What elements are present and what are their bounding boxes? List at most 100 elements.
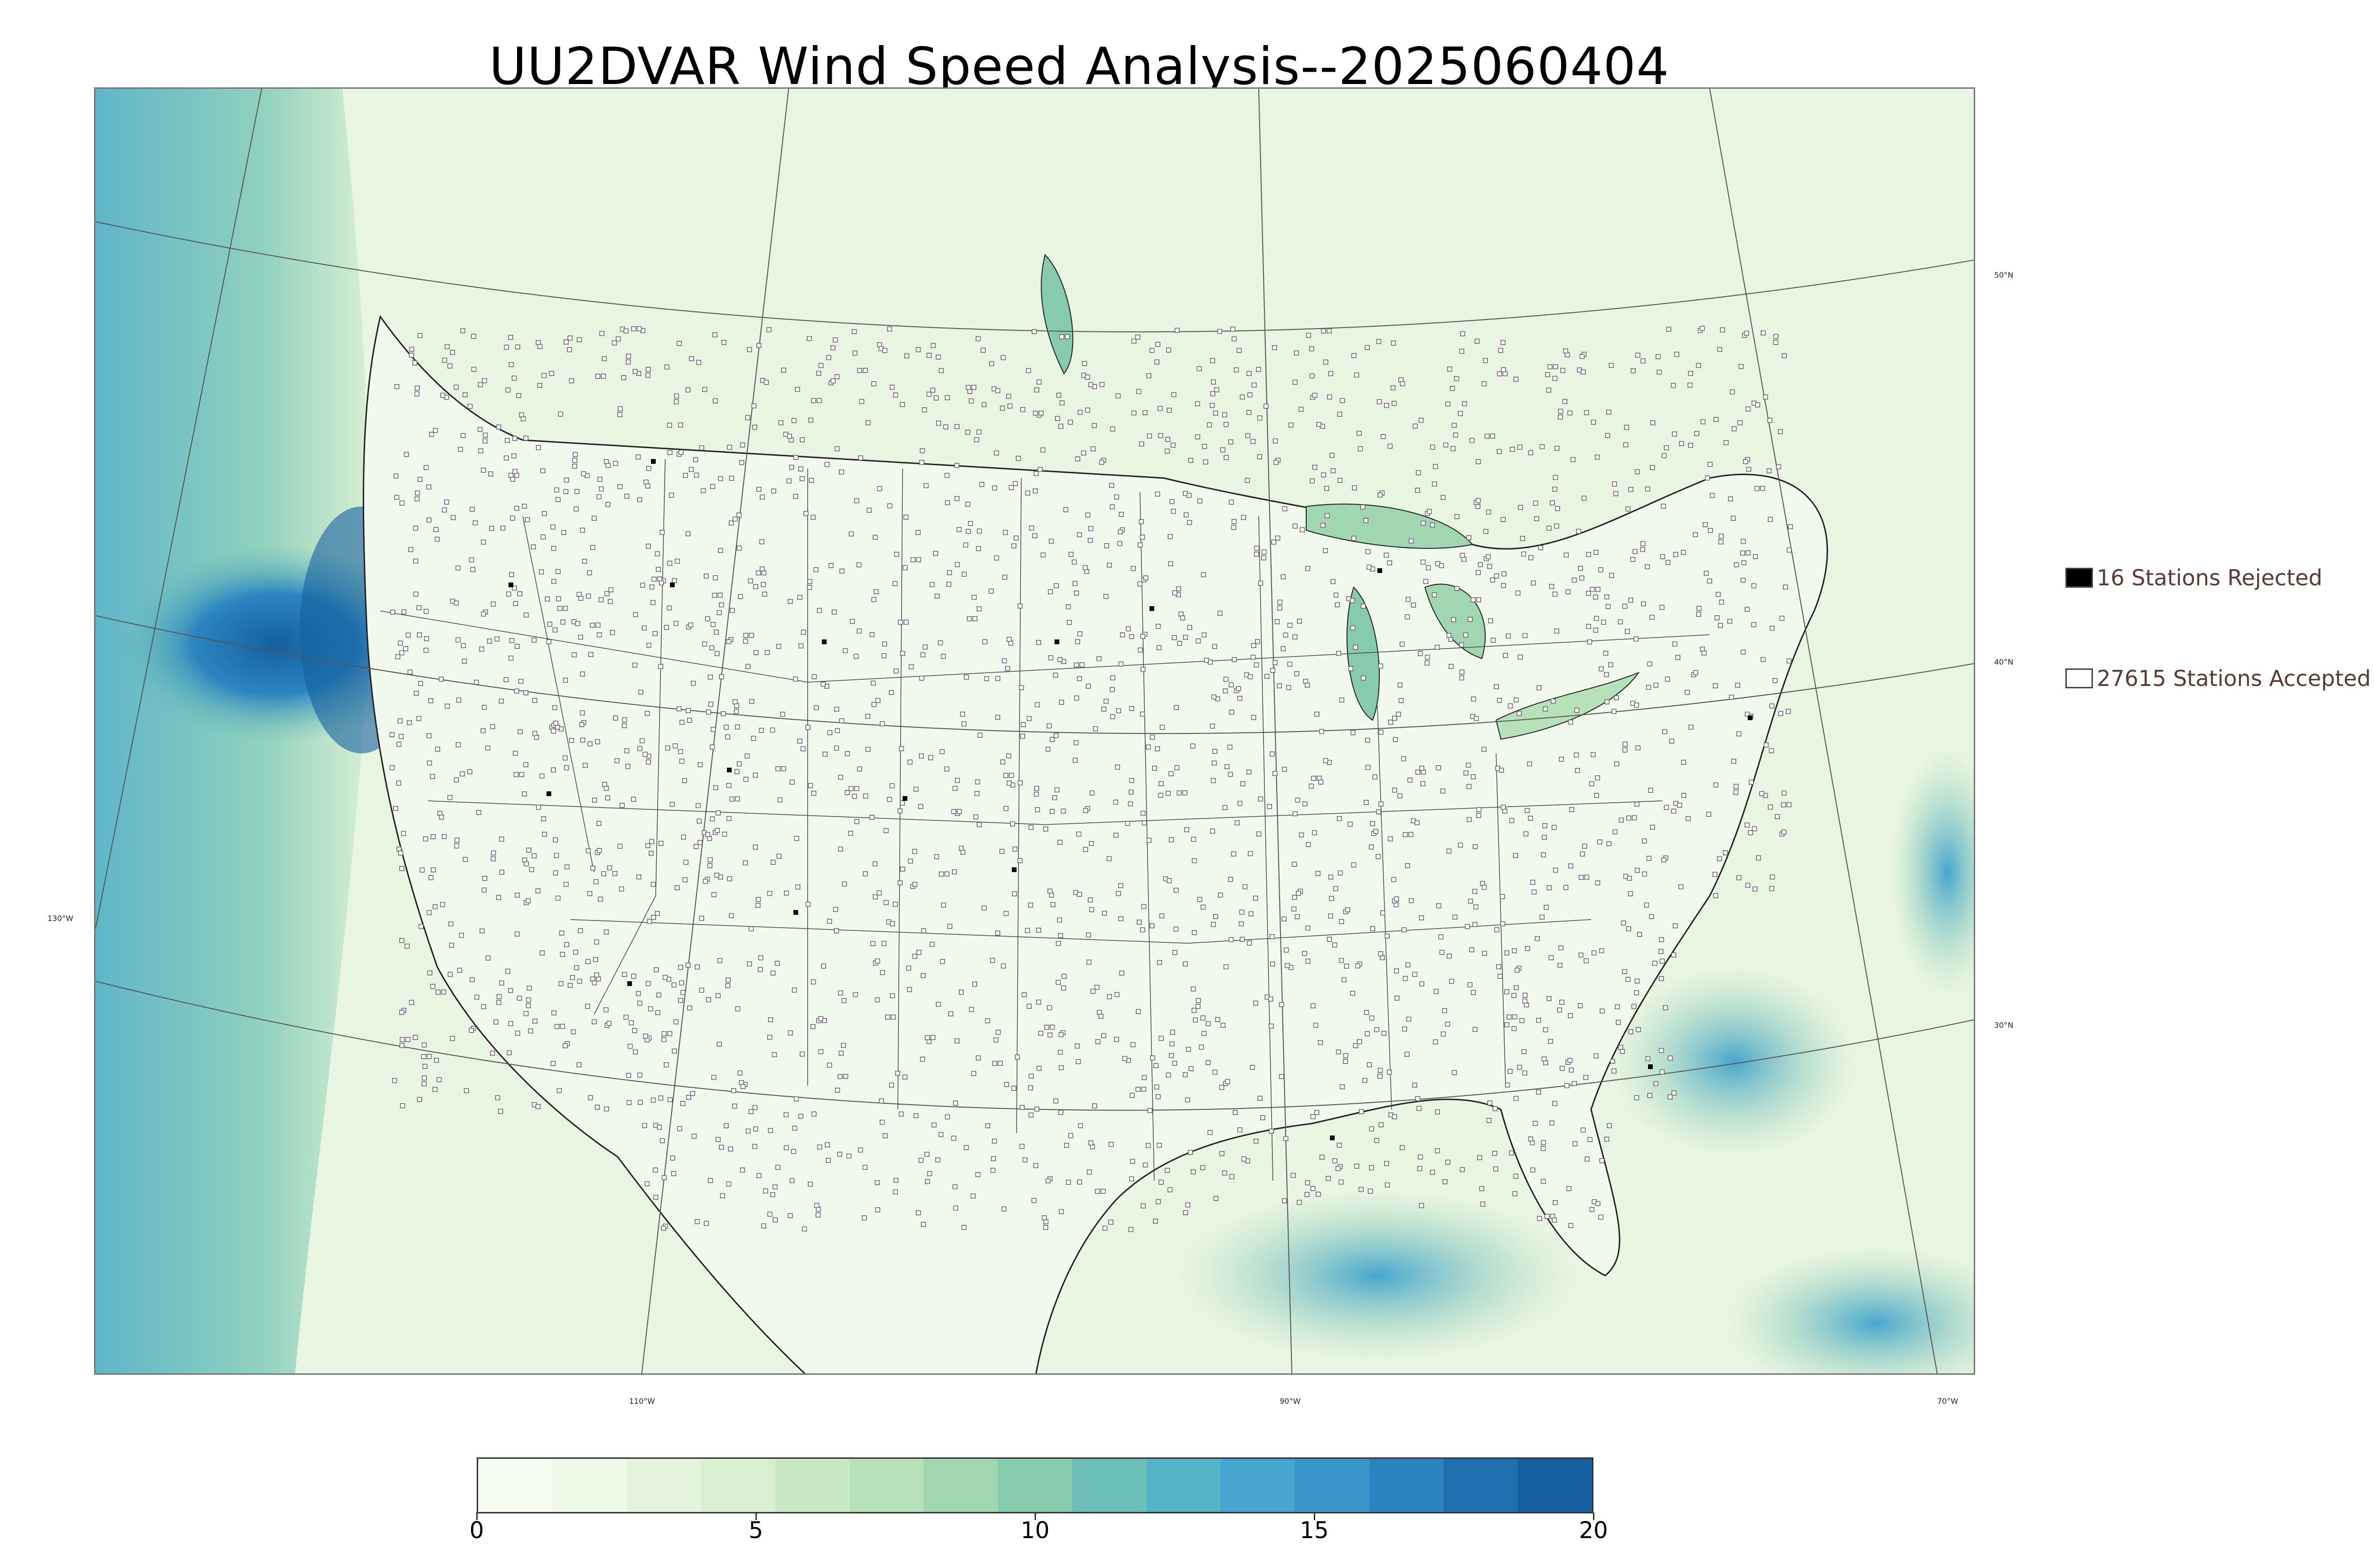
station-accepted-marker xyxy=(496,994,502,999)
station-accepted-marker xyxy=(1589,1207,1595,1212)
station-accepted-marker xyxy=(995,388,1000,394)
station-accepted-marker xyxy=(673,1019,678,1024)
station-accepted-marker xyxy=(564,765,569,770)
station-accepted-marker xyxy=(830,378,836,384)
station-accepted-marker xyxy=(590,545,595,550)
station-accepted-marker xyxy=(857,766,862,772)
station-markers xyxy=(389,326,1793,1232)
station-accepted-marker xyxy=(1177,790,1182,796)
station-accepted-marker xyxy=(605,463,611,468)
station-accepted-marker xyxy=(1153,1219,1158,1224)
station-accepted-marker xyxy=(870,941,876,947)
station-accepted-marker xyxy=(1234,820,1240,826)
station-accepted-marker xyxy=(1048,655,1054,660)
station-accepted-marker xyxy=(822,751,828,757)
station-accepted-marker xyxy=(1760,486,1765,491)
station-accepted-marker xyxy=(1173,926,1179,932)
station-accepted-marker xyxy=(960,849,966,855)
station-accepted-marker xyxy=(944,473,950,478)
station-accepted-marker xyxy=(1563,348,1568,354)
station-accepted-marker xyxy=(1557,1007,1562,1013)
station-accepted-marker xyxy=(898,620,903,625)
station-accepted-marker xyxy=(1426,565,1431,571)
station-accepted-marker xyxy=(1329,896,1334,901)
station-accepted-marker xyxy=(1172,1061,1178,1066)
station-accepted-marker xyxy=(805,724,810,730)
station-accepted-marker xyxy=(862,1164,868,1170)
station-accepted-marker xyxy=(1299,832,1304,838)
station-accepted-marker xyxy=(1281,916,1287,922)
station-accepted-marker xyxy=(1626,926,1631,931)
station-accepted-marker xyxy=(994,555,999,561)
station-accepted-marker xyxy=(580,737,585,743)
station-accepted-marker xyxy=(1043,1225,1048,1230)
station-accepted-marker xyxy=(636,991,641,996)
station-accepted-marker xyxy=(593,879,599,884)
station-accepted-marker xyxy=(1506,633,1511,638)
station-accepted-marker xyxy=(1401,756,1406,761)
station-accepted-marker xyxy=(1671,808,1677,814)
station-accepted-marker xyxy=(1222,1170,1227,1176)
station-accepted-marker xyxy=(1140,667,1146,672)
station-accepted-marker xyxy=(1555,506,1560,511)
station-accepted-marker xyxy=(1130,1159,1135,1164)
station-accepted-marker xyxy=(390,610,396,615)
station-accepted-marker xyxy=(920,448,925,453)
station-accepted-marker xyxy=(947,924,952,929)
station-accepted-marker xyxy=(1688,442,1693,448)
station-accepted-marker xyxy=(908,664,914,669)
station-accepted-marker xyxy=(531,853,537,859)
station-accepted-marker xyxy=(1647,1093,1652,1098)
station-accepted-marker xyxy=(439,676,444,682)
station-accepted-marker xyxy=(1282,1198,1287,1203)
station-accepted-marker xyxy=(1490,638,1496,643)
station-accepted-marker xyxy=(1500,805,1506,810)
station-accepted-marker xyxy=(665,745,670,751)
station-accepted-marker xyxy=(1157,1143,1162,1148)
station-accepted-marker xyxy=(667,1097,673,1102)
station-accepted-marker xyxy=(928,755,933,761)
station-accepted-marker xyxy=(439,815,444,820)
station-accepted-marker xyxy=(1715,592,1721,597)
station-accepted-marker xyxy=(1183,1210,1188,1215)
station-accepted-marker xyxy=(513,751,518,756)
station-accepted-marker xyxy=(924,1035,930,1041)
station-accepted-marker xyxy=(656,567,661,572)
station-accepted-marker xyxy=(1040,552,1046,558)
station-accepted-marker xyxy=(857,628,862,634)
station-accepted-marker xyxy=(1253,1000,1258,1006)
station-accepted-marker xyxy=(1551,825,1557,830)
station-accepted-marker xyxy=(1028,1112,1034,1118)
station-accepted-marker xyxy=(1369,1165,1374,1171)
station-accepted-marker xyxy=(1201,572,1206,577)
station-accepted-marker xyxy=(553,837,558,843)
station-accepted-marker xyxy=(1778,711,1783,716)
station-accepted-marker xyxy=(1586,624,1592,629)
station-accepted-marker xyxy=(1625,629,1630,634)
station-accepted-marker xyxy=(1074,591,1079,596)
station-accepted-marker xyxy=(1073,758,1078,763)
station-accepted-marker xyxy=(725,983,731,988)
station-accepted-marker xyxy=(1492,1151,1498,1156)
station-accepted-marker xyxy=(646,643,651,648)
station-accepted-marker xyxy=(1233,1110,1238,1115)
station-accepted-marker xyxy=(654,967,659,973)
station-accepted-marker xyxy=(1531,889,1537,895)
station-accepted-marker xyxy=(1350,991,1356,996)
station-accepted-marker xyxy=(395,654,401,659)
station-accepted-marker xyxy=(954,424,960,429)
station-accepted-marker xyxy=(879,1119,885,1125)
atlantic-wind-field-3 xyxy=(1890,749,1974,995)
station-accepted-marker xyxy=(451,515,456,520)
station-accepted-marker xyxy=(1557,963,1563,968)
station-accepted-marker xyxy=(1058,1110,1064,1115)
station-accepted-marker xyxy=(1159,913,1165,919)
station-accepted-marker xyxy=(450,1036,455,1041)
station-accepted-marker xyxy=(1702,522,1708,527)
station-accepted-marker xyxy=(1210,358,1215,364)
station-accepted-marker xyxy=(1329,452,1335,458)
station-accepted-marker xyxy=(1473,904,1479,910)
station-accepted-marker xyxy=(541,816,546,821)
station-accepted-marker xyxy=(1061,985,1066,991)
station-accepted-marker xyxy=(1137,920,1142,925)
